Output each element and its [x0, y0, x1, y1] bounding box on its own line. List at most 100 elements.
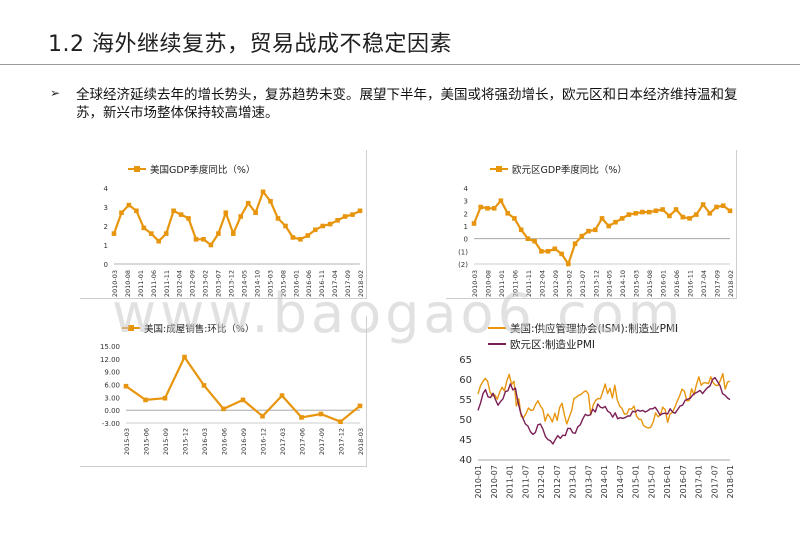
- data-point: [687, 216, 692, 221]
- x-tick-label: 2017-04: [331, 270, 339, 297]
- x-tick-label: 2016-01: [660, 270, 668, 297]
- x-tick-label: 2015-03: [123, 428, 131, 455]
- x-tick-label: 2010-08: [124, 270, 132, 297]
- x-tick-label: 2014-05: [240, 270, 248, 297]
- x-tick-label: 2018-01: [726, 465, 735, 498]
- data-point: [290, 235, 296, 240]
- data-point: [305, 233, 311, 238]
- data-point: [512, 216, 517, 221]
- data-point: [633, 211, 638, 216]
- data-point: [471, 221, 477, 226]
- data-point: [613, 219, 618, 225]
- watermark: www.baogao6.com: [112, 282, 685, 345]
- data-point: [478, 204, 483, 210]
- data-point: [357, 208, 363, 214]
- series-line-1: [125, 356, 361, 423]
- x-tick-label: 2012-09: [189, 270, 197, 297]
- data-point: [619, 216, 625, 221]
- x-tick-label: 2017-04: [700, 270, 708, 297]
- data-point: [327, 221, 333, 227]
- x-tick-label: 2017-12: [338, 428, 346, 455]
- title-divider: [0, 64, 800, 65]
- data-point: [667, 213, 672, 219]
- y-tick-label: 3.00: [104, 394, 120, 402]
- legend-label: 欧元区GDP季度同比（%）: [512, 164, 627, 176]
- data-point: [221, 406, 226, 412]
- data-point: [186, 216, 191, 221]
- data-point: [320, 223, 325, 229]
- chart-us-gdp: 美国GDP季度同比（%） 0 1 2 3 4 2010-03 2010-08 2011-01 20…: [104, 164, 365, 297]
- y-tick-label: 3: [104, 204, 108, 212]
- data-point: [178, 212, 184, 217]
- series-line-1: [112, 190, 361, 247]
- data-point: [680, 214, 686, 220]
- legend-swatch-marker: [128, 325, 134, 331]
- data-point: [141, 225, 147, 231]
- y-tick-label: 2: [104, 223, 108, 231]
- x-tick-label: 2013-07: [584, 465, 593, 498]
- data-point: [714, 204, 719, 210]
- x-tick-label: 2015-09: [162, 428, 170, 455]
- data-point: [231, 231, 236, 236]
- data-point: [201, 383, 207, 388]
- x-tick-label: 2017-03: [279, 428, 287, 455]
- data-point: [640, 209, 645, 215]
- legend-label: 美国:成屋销售:环比（%）: [144, 323, 254, 335]
- y-tick-label: 12.00: [100, 356, 120, 364]
- y-tick-label: -3.00: [102, 420, 120, 428]
- title-bar: 1.2 海外继续复苏，贸易战成不稳定因素: [0, 0, 800, 66]
- data-point: [240, 397, 246, 403]
- x-tick-label: 2016-07: [679, 465, 688, 498]
- x-tick-label: 2011-11: [525, 270, 533, 297]
- data-point: [143, 397, 148, 403]
- data-point: [593, 227, 598, 233]
- y-tick-label: 9.00: [104, 369, 120, 377]
- x-tick-label: 2011-01: [506, 465, 515, 498]
- data-point: [111, 231, 117, 236]
- bullet-text: 全球经济延续去年的增长势头，复苏趋势未变。展望下半年，美国或将强劲增长，欧元区和…: [76, 87, 738, 121]
- x-tick-label: 2010-07: [490, 465, 499, 498]
- data-point: [216, 231, 221, 236]
- page-title: 1.2 海外继续复苏，贸易战成不稳定因素: [48, 32, 452, 57]
- x-tick-label: 2014-05: [606, 270, 614, 297]
- x-tick-label: 2015-08: [646, 270, 654, 297]
- x-tick-label: 2013-12: [592, 270, 600, 297]
- data-point: [342, 214, 348, 219]
- x-tick-label: 2010-01: [474, 465, 483, 498]
- data-point: [193, 237, 199, 242]
- data-point: [559, 251, 564, 257]
- data-point: [318, 411, 324, 417]
- data-point: [223, 210, 229, 215]
- x-tick-label: 2014-07: [616, 465, 625, 498]
- data-point: [238, 214, 243, 219]
- x-tick-label: 2013-02: [202, 270, 210, 297]
- data-point: [335, 218, 340, 223]
- data-point: [126, 202, 132, 208]
- chart-us-housing: 美国:成屋销售:环比（%） 15.00 12.00 9.00 6.00 3.00 0.00 -…: [100, 323, 365, 455]
- x-tick-label: 2015-12: [182, 428, 190, 455]
- data-point: [707, 211, 713, 216]
- x-tick-label: 2012-07: [553, 465, 562, 498]
- x-tick-label: 2010-03: [111, 270, 119, 297]
- y-tick-label: 0.00: [104, 407, 120, 415]
- x-tick-label: 2012-09: [552, 270, 560, 297]
- x-tick-label: 2017-06: [299, 428, 307, 455]
- data-point: [566, 261, 571, 267]
- y-tick-label: 4: [464, 185, 469, 193]
- x-tick-label: 2011-06: [511, 270, 519, 297]
- x-tick-label: 2016-01: [663, 465, 672, 498]
- x-tick-label: 2016-11: [687, 270, 695, 297]
- data-point: [694, 212, 699, 217]
- legend-label: 欧元区:制造业PMI: [510, 338, 595, 351]
- x-tick-label: 2017-01: [695, 465, 704, 498]
- y-tick-label: 3: [464, 198, 468, 206]
- bullet-arrow-icon: ➢: [50, 86, 61, 100]
- data-point: [149, 231, 154, 236]
- data-point: [606, 223, 611, 229]
- data-point: [119, 210, 124, 215]
- chart-pmi: 美国:供应管理协会(ISM):制造业PMI 欧元区:制造业PMI 65 60 55 50 4…: [459, 322, 735, 498]
- x-tick-label: 2014-10: [253, 270, 261, 297]
- data-point: [268, 199, 273, 204]
- data-point: [299, 415, 304, 420]
- data-point: [313, 227, 318, 233]
